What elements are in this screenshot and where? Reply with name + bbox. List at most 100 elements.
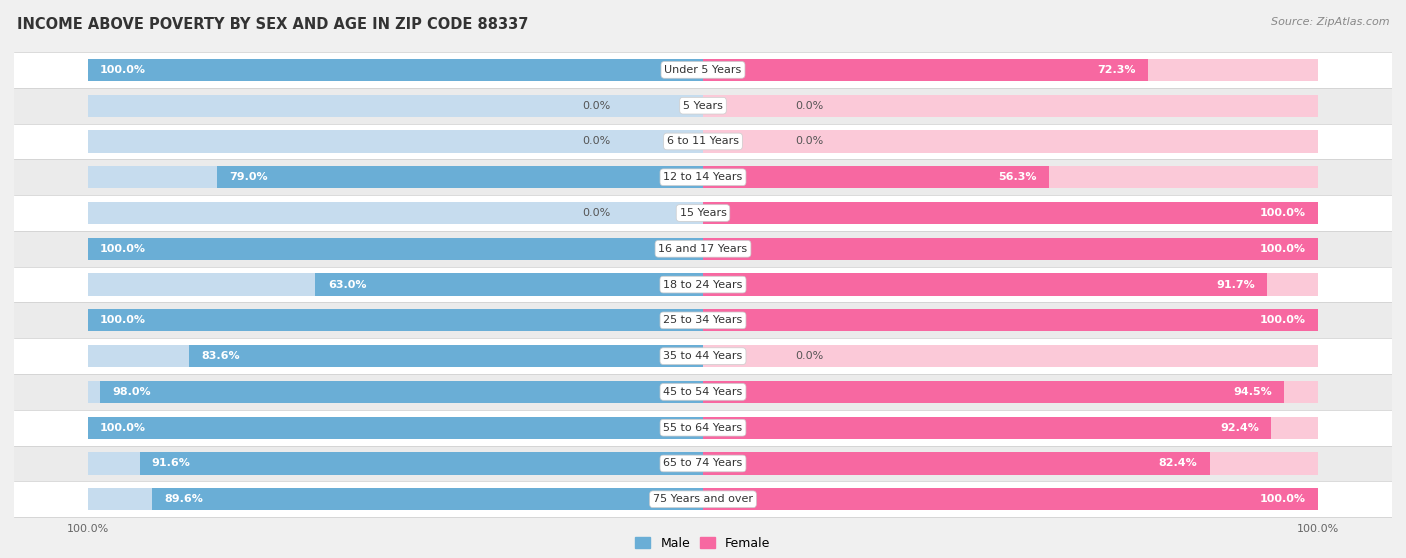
Text: 56.3%: 56.3% bbox=[998, 172, 1038, 182]
Text: 65 to 74 Years: 65 to 74 Years bbox=[664, 459, 742, 469]
Bar bbox=[87, 453, 703, 474]
Bar bbox=[139, 453, 703, 474]
Text: 6 to 11 Years: 6 to 11 Years bbox=[666, 137, 740, 146]
Text: 100.0%: 100.0% bbox=[1260, 244, 1306, 254]
Bar bbox=[703, 488, 1319, 511]
Text: 100.0%: 100.0% bbox=[100, 315, 146, 325]
Bar bbox=[87, 309, 703, 331]
Bar bbox=[703, 309, 1319, 331]
Bar bbox=[87, 95, 703, 117]
Bar bbox=[703, 166, 1049, 189]
Text: 12 to 14 Years: 12 to 14 Years bbox=[664, 172, 742, 182]
Text: Source: ZipAtlas.com: Source: ZipAtlas.com bbox=[1271, 17, 1389, 27]
Text: 45 to 54 Years: 45 to 54 Years bbox=[664, 387, 742, 397]
Bar bbox=[188, 345, 703, 367]
Bar bbox=[703, 488, 1319, 511]
Text: 63.0%: 63.0% bbox=[328, 280, 367, 290]
Text: 0.0%: 0.0% bbox=[582, 208, 610, 218]
Text: 5 Years: 5 Years bbox=[683, 100, 723, 110]
Text: 100.0%: 100.0% bbox=[100, 423, 146, 432]
Text: 55 to 64 Years: 55 to 64 Years bbox=[664, 423, 742, 432]
Bar bbox=[703, 59, 1319, 81]
FancyBboxPatch shape bbox=[14, 52, 1392, 88]
FancyBboxPatch shape bbox=[14, 123, 1392, 160]
Bar bbox=[703, 202, 1319, 224]
Bar bbox=[703, 202, 1319, 224]
Bar bbox=[87, 309, 703, 331]
Bar bbox=[315, 273, 703, 296]
Text: 91.7%: 91.7% bbox=[1216, 280, 1254, 290]
Text: 100.0%: 100.0% bbox=[1260, 494, 1306, 504]
Text: 15 Years: 15 Years bbox=[679, 208, 727, 218]
Bar bbox=[703, 417, 1319, 439]
FancyBboxPatch shape bbox=[14, 231, 1392, 267]
Bar bbox=[87, 381, 703, 403]
FancyBboxPatch shape bbox=[14, 195, 1392, 231]
Bar bbox=[152, 488, 703, 511]
Text: 98.0%: 98.0% bbox=[112, 387, 150, 397]
FancyBboxPatch shape bbox=[14, 338, 1392, 374]
Bar bbox=[703, 453, 1209, 474]
Text: Under 5 Years: Under 5 Years bbox=[665, 65, 741, 75]
Text: 0.0%: 0.0% bbox=[796, 351, 824, 361]
Bar bbox=[703, 309, 1319, 331]
Text: 100.0%: 100.0% bbox=[100, 65, 146, 75]
Text: 79.0%: 79.0% bbox=[229, 172, 269, 182]
Text: 0.0%: 0.0% bbox=[796, 137, 824, 146]
Text: 92.4%: 92.4% bbox=[1220, 423, 1260, 432]
FancyBboxPatch shape bbox=[14, 88, 1392, 123]
Bar bbox=[100, 381, 703, 403]
Bar bbox=[703, 273, 1267, 296]
Bar bbox=[703, 166, 1319, 189]
Bar bbox=[703, 345, 1319, 367]
Bar bbox=[87, 238, 703, 260]
Text: 83.6%: 83.6% bbox=[201, 351, 239, 361]
Bar bbox=[87, 202, 703, 224]
Text: 0.0%: 0.0% bbox=[796, 100, 824, 110]
Bar bbox=[703, 131, 1319, 152]
Bar bbox=[87, 131, 703, 152]
Text: 25 to 34 Years: 25 to 34 Years bbox=[664, 315, 742, 325]
Text: 100.0%: 100.0% bbox=[1260, 208, 1306, 218]
Bar bbox=[703, 417, 1271, 439]
Text: 0.0%: 0.0% bbox=[582, 100, 610, 110]
Text: 82.4%: 82.4% bbox=[1159, 459, 1198, 469]
Bar bbox=[703, 273, 1319, 296]
Bar bbox=[87, 238, 703, 260]
FancyBboxPatch shape bbox=[14, 446, 1392, 482]
Text: INCOME ABOVE POVERTY BY SEX AND AGE IN ZIP CODE 88337: INCOME ABOVE POVERTY BY SEX AND AGE IN Z… bbox=[17, 17, 529, 32]
Bar bbox=[703, 381, 1319, 403]
Bar bbox=[217, 166, 703, 189]
FancyBboxPatch shape bbox=[14, 302, 1392, 338]
FancyBboxPatch shape bbox=[14, 374, 1392, 410]
Text: 0.0%: 0.0% bbox=[582, 137, 610, 146]
FancyBboxPatch shape bbox=[14, 482, 1392, 517]
Bar bbox=[703, 453, 1319, 474]
FancyBboxPatch shape bbox=[14, 160, 1392, 195]
Text: 72.3%: 72.3% bbox=[1097, 65, 1136, 75]
Text: 89.6%: 89.6% bbox=[165, 494, 202, 504]
Bar bbox=[703, 95, 1319, 117]
Bar bbox=[87, 488, 703, 511]
Bar bbox=[703, 381, 1284, 403]
Text: 75 Years and over: 75 Years and over bbox=[652, 494, 754, 504]
Text: 18 to 24 Years: 18 to 24 Years bbox=[664, 280, 742, 290]
Bar bbox=[87, 166, 703, 189]
Bar bbox=[703, 238, 1319, 260]
Bar bbox=[87, 59, 703, 81]
FancyBboxPatch shape bbox=[14, 267, 1392, 302]
Bar bbox=[703, 238, 1319, 260]
Bar bbox=[87, 417, 703, 439]
Text: 94.5%: 94.5% bbox=[1233, 387, 1272, 397]
Text: 100.0%: 100.0% bbox=[1260, 315, 1306, 325]
Text: 91.6%: 91.6% bbox=[152, 459, 191, 469]
Text: 35 to 44 Years: 35 to 44 Years bbox=[664, 351, 742, 361]
Legend: Male, Female: Male, Female bbox=[630, 532, 776, 555]
FancyBboxPatch shape bbox=[14, 410, 1392, 446]
Bar bbox=[87, 273, 703, 296]
Bar bbox=[87, 59, 703, 81]
Text: 100.0%: 100.0% bbox=[100, 244, 146, 254]
Bar bbox=[87, 345, 703, 367]
Bar bbox=[703, 59, 1147, 81]
Text: 16 and 17 Years: 16 and 17 Years bbox=[658, 244, 748, 254]
